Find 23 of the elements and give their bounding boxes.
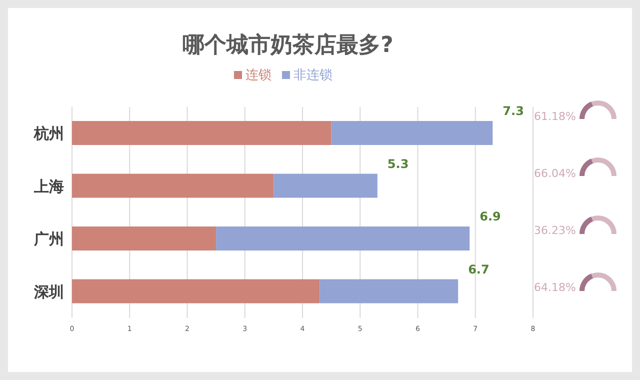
bar [216, 226, 470, 250]
bar [72, 174, 274, 198]
y-tick-label: 广州 [33, 230, 64, 248]
y-tick-label: 上海 [33, 177, 64, 196]
text: 36.23% [534, 224, 576, 238]
total-label: 6.9 [480, 210, 501, 224]
y-tick-label: 深圳 [33, 282, 64, 301]
bar [72, 121, 332, 145]
bar [331, 121, 493, 145]
total-label: 7.3 [502, 104, 524, 118]
text: 64.18% [534, 281, 576, 294]
bar [320, 279, 458, 304]
chart-title: 哪个城市奶茶店最多? [182, 32, 394, 60]
legend-label: 连锁 [246, 68, 272, 83]
total-label: 5.3 [387, 156, 409, 171]
total-label: 6.7 [468, 262, 490, 276]
legend-label: 非连锁 [294, 68, 332, 83]
text: 61.18% [534, 110, 576, 123]
bar [72, 226, 216, 250]
bar [274, 174, 378, 198]
bar [72, 279, 320, 304]
text: 66.04% [534, 166, 576, 180]
y-tick-label: 杭州 [33, 124, 64, 143]
